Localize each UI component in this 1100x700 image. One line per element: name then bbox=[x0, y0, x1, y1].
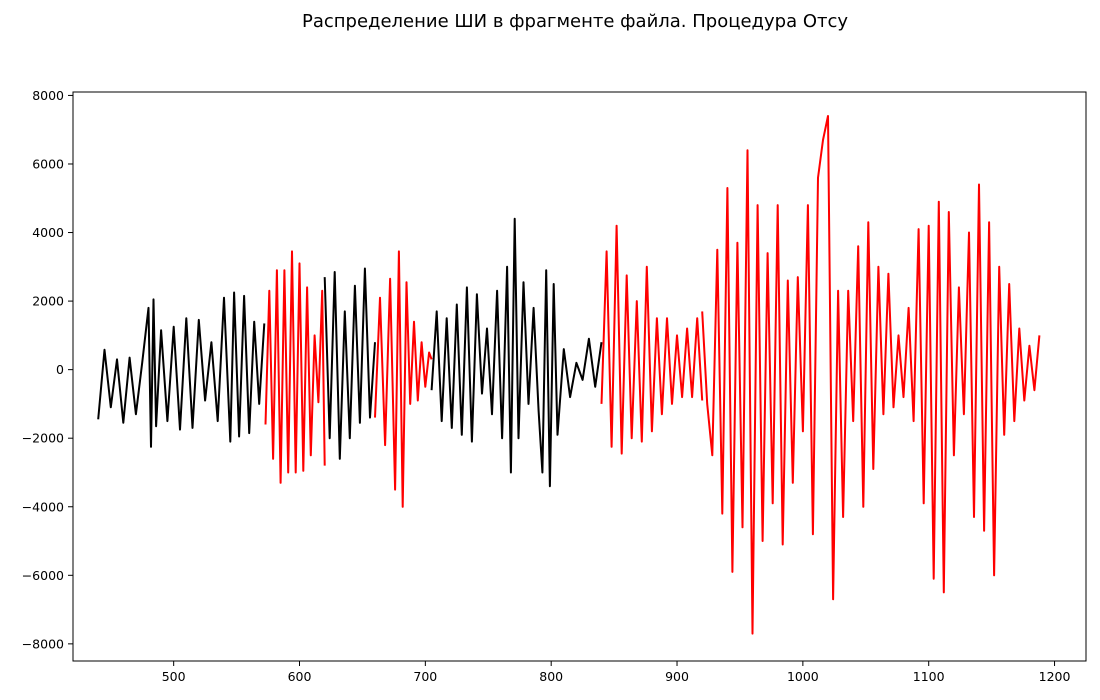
x-axis: 500 600 700 800 900 1000 1100 1200 bbox=[162, 661, 1071, 684]
x-tick-label: 700 bbox=[413, 669, 437, 684]
series-segment-6 bbox=[701, 115, 1041, 635]
x-tick-label: 500 bbox=[162, 669, 186, 684]
y-tick-label: −6000 bbox=[22, 568, 64, 583]
series-segment-4 bbox=[430, 217, 603, 488]
y-tick-label: 4000 bbox=[32, 225, 64, 240]
y-tick-label: 2000 bbox=[32, 294, 64, 309]
series-segment-3 bbox=[374, 250, 433, 508]
x-tick-label: 1100 bbox=[913, 669, 945, 684]
y-tick-label: 8000 bbox=[32, 88, 64, 103]
y-tick-label: −4000 bbox=[22, 499, 64, 514]
series-segment-2 bbox=[323, 267, 376, 460]
x-tick-label: 800 bbox=[539, 669, 563, 684]
y-axis: −8000 −6000 −4000 −2000 0 2000 4000 6000 8000 bbox=[22, 88, 73, 651]
x-tick-label: 600 bbox=[288, 669, 312, 684]
series-segment-1 bbox=[264, 250, 326, 484]
x-tick-label: 1000 bbox=[787, 669, 819, 684]
y-tick-label: −8000 bbox=[22, 636, 64, 651]
series-group bbox=[97, 115, 1041, 635]
plot-frame bbox=[72, 91, 1087, 662]
series-segment-0 bbox=[97, 291, 266, 448]
x-tick-label: 900 bbox=[665, 669, 689, 684]
series-segment-5 bbox=[600, 224, 704, 455]
x-tick-label: 1200 bbox=[1039, 669, 1071, 684]
y-tick-label: 6000 bbox=[32, 156, 64, 171]
y-tick-label: 0 bbox=[56, 362, 64, 377]
chart-title: Распределение ШИ в фрагменте файла. Проц… bbox=[302, 11, 848, 32]
y-tick-label: −2000 bbox=[22, 431, 64, 446]
